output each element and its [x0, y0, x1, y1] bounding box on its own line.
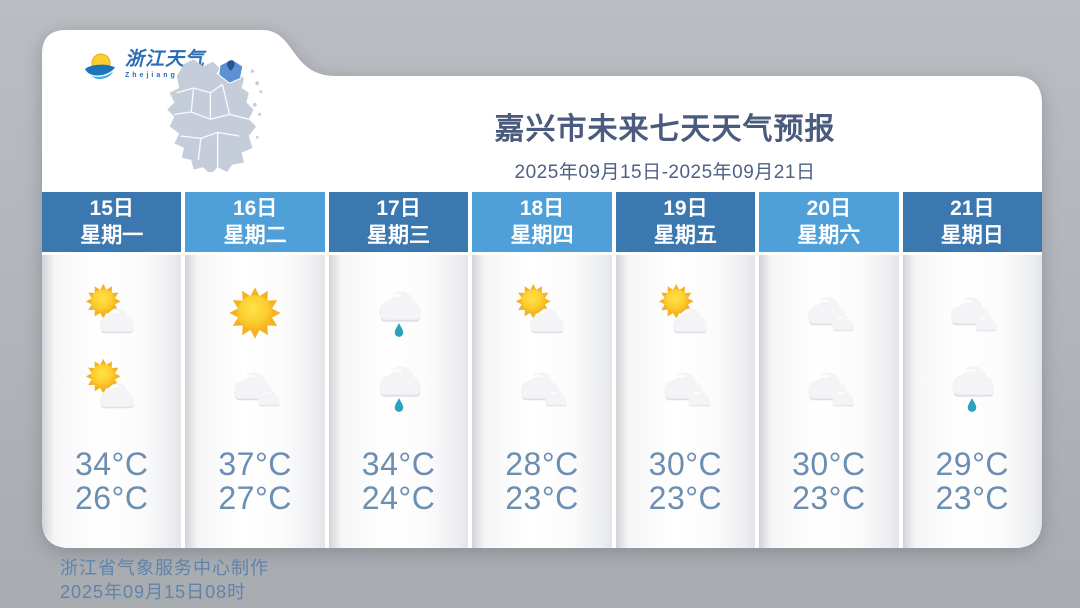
day-weekday: 星期二	[223, 223, 287, 247]
temperatures: 37°C 27°C	[218, 447, 292, 515]
day-date: 21日	[950, 196, 995, 220]
day-header: 16日 星期二	[185, 192, 325, 252]
high-temp: 30°C	[792, 446, 866, 482]
day-date: 17日	[376, 196, 421, 220]
low-temp: 23°C	[505, 480, 579, 516]
high-temp: 29°C	[935, 446, 1009, 482]
high-temp: 34°C	[74, 446, 149, 482]
heading-block: 嘉兴市未来七天天气预报 2025年09月15日-2025年09月21日	[300, 112, 1030, 184]
issue-time-text: 2025年09月15日08时	[60, 582, 247, 602]
sun-wave-logo-icon	[85, 53, 115, 80]
rain-icon	[941, 355, 1003, 421]
day-panel: 30°C 23°C	[615, 255, 756, 548]
day-header: 17日 星期三	[328, 192, 469, 252]
rain-icon	[368, 280, 430, 346]
date-range: 2025年09月15日-2025年09月21日	[514, 162, 816, 183]
day-date: 18日	[519, 196, 565, 220]
forecast-day-column: 17日 星期三 34°C 24°C	[328, 192, 469, 548]
day-date: 15日	[89, 196, 134, 220]
temperatures: 29°C 23°C	[935, 447, 1009, 515]
day-header: 18日 星期四	[472, 192, 612, 252]
temperatures: 34°C 24°C	[362, 447, 436, 515]
day-header: 19日 星期五	[615, 192, 756, 252]
cloudy-icon	[941, 280, 1003, 346]
high-temp: 28°C	[505, 446, 579, 482]
partly-cloudy-icon	[81, 280, 143, 346]
forecast-day-column: 16日 星期二 37°C 27°C	[185, 192, 325, 548]
partly-cloudy-icon	[654, 280, 716, 346]
low-temp: 24°C	[361, 480, 436, 516]
producer-text: 浙江省气象服务中心制作	[60, 558, 269, 578]
zhejiang-map	[146, 52, 270, 177]
day-panel: 29°C 23°C	[902, 255, 1042, 548]
day-weekday: 星期四	[510, 223, 574, 247]
forecast-day-column: 21日 星期日 29°C 23°C	[902, 192, 1042, 548]
low-temp: 23°C	[648, 480, 723, 516]
day-weekday: 星期日	[940, 223, 1004, 247]
high-temp: 37°C	[218, 446, 292, 482]
day-weekday: 星期一	[80, 223, 144, 247]
brand-name-en: Zhejiang Weather	[125, 72, 228, 79]
low-temp: 23°C	[792, 480, 866, 516]
partly-cloudy-icon	[81, 355, 143, 421]
forecast-columns: 15日 星期一 34°C 26°C 16日 星期二	[42, 192, 1042, 548]
highlighted-region-jiaxing	[218, 58, 244, 84]
day-header: 15日 星期一	[42, 192, 182, 252]
temperatures: 30°C 23°C	[792, 447, 866, 515]
rain-icon	[368, 355, 430, 421]
temperatures: 30°C 23°C	[649, 447, 723, 515]
high-temp: 34°C	[361, 446, 436, 482]
forecast-day-column: 20日 星期六 30°C 23°C	[759, 192, 899, 548]
day-header: 20日 星期六	[759, 192, 899, 252]
sunny-icon	[224, 280, 286, 346]
day-weekday: 星期五	[653, 223, 717, 247]
cloudy-icon	[798, 355, 860, 421]
page-title: 嘉兴市未来七天天气预报	[494, 113, 836, 146]
cloudy-icon	[654, 355, 716, 421]
high-temp: 30°C	[648, 446, 723, 482]
partly-cloudy-icon	[511, 280, 573, 346]
day-panel: 34°C 26°C	[42, 255, 182, 548]
day-panel: 37°C 27°C	[185, 255, 325, 548]
zhejiang-province-map-icon	[167, 58, 263, 175]
cloudy-icon	[224, 355, 286, 421]
day-weekday: 星期三	[367, 223, 431, 247]
day-panel: 30°C 23°C	[759, 255, 899, 548]
day-date: 20日	[806, 196, 851, 220]
temperatures: 28°C 23°C	[505, 447, 579, 515]
day-panel: 34°C 24°C	[328, 255, 469, 548]
forecast-day-column: 18日 星期四 28°C 23°C	[472, 192, 612, 548]
coastal-islands	[248, 69, 263, 148]
day-header: 21日 星期日	[902, 192, 1042, 252]
cloudy-icon	[798, 280, 860, 346]
day-panel: 28°C 23°C	[472, 255, 612, 548]
low-temp: 27°C	[218, 480, 292, 516]
low-temp: 26°C	[74, 480, 149, 516]
day-date: 16日	[232, 196, 278, 220]
footer-credits: 浙江省气象服务中心制作 2025年09月15日08时	[60, 556, 269, 604]
low-temp: 23°C	[935, 480, 1009, 516]
temperatures: 34°C 26°C	[75, 447, 149, 515]
forecast-day-column: 15日 星期一 34°C 26°C	[42, 192, 182, 548]
forecast-day-column: 19日 星期五 30°C 23°C	[615, 192, 756, 548]
day-date: 19日	[663, 196, 708, 220]
cloudy-icon	[511, 355, 573, 421]
day-weekday: 星期六	[797, 223, 861, 247]
